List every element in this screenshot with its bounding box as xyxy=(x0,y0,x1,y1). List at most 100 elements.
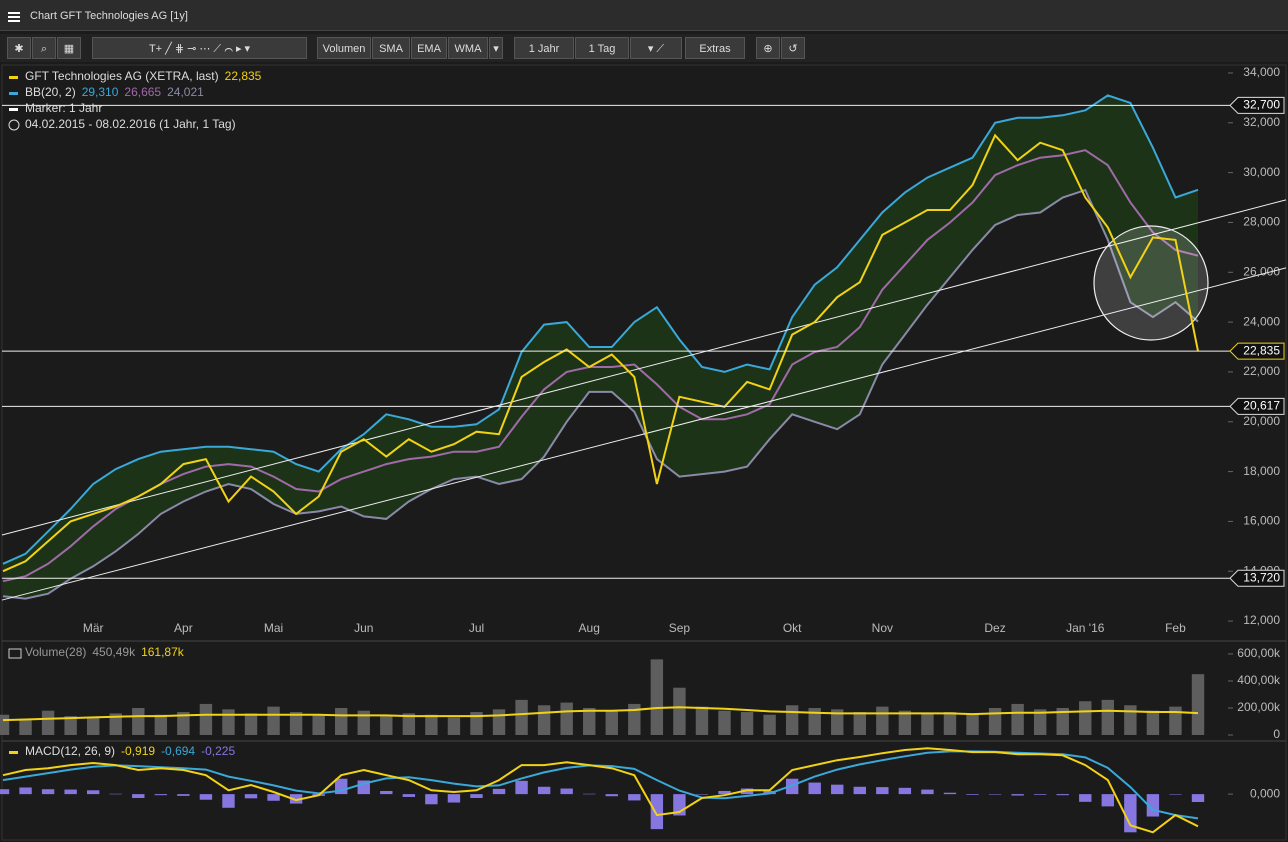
bar xyxy=(785,705,799,736)
bar xyxy=(0,789,10,795)
bar xyxy=(921,789,934,795)
settings-button[interactable]: ✱ xyxy=(7,37,31,59)
bar xyxy=(154,794,168,796)
y-tick-label: 20,000 xyxy=(1243,414,1280,428)
toolbar-button[interactable]: 1 Tag xyxy=(575,37,629,59)
bar xyxy=(988,707,1002,736)
bar xyxy=(177,794,190,796)
bar xyxy=(86,790,100,795)
bar xyxy=(943,792,957,795)
y-tick-label: 18,000 xyxy=(1243,464,1280,478)
hline-label: 22,835 xyxy=(1243,343,1280,357)
bar xyxy=(515,699,528,736)
toolbar-button[interactable]: WMA xyxy=(448,37,488,59)
bar xyxy=(718,790,731,795)
x-tick-label: Feb xyxy=(1165,621,1186,635)
bar xyxy=(650,659,664,736)
search-button[interactable]: ⌕ xyxy=(32,37,56,59)
series-line xyxy=(2,188,1199,600)
bar xyxy=(312,714,325,736)
bar xyxy=(64,716,77,736)
bar xyxy=(898,710,912,736)
bar xyxy=(470,712,483,736)
bar xyxy=(335,707,348,736)
bar xyxy=(41,710,55,736)
bar xyxy=(289,712,303,736)
title-bar: Chart GFT Technologies AG [1y] xyxy=(0,0,1288,31)
bar xyxy=(1011,794,1024,796)
legend-entry: GFT Technologies AG (XETRA, last) 22,835 xyxy=(25,69,262,83)
bar xyxy=(1191,794,1205,803)
toolbar-button[interactable]: Extras xyxy=(685,37,745,59)
bar xyxy=(876,706,889,736)
highlight-circle xyxy=(1093,225,1209,341)
bar xyxy=(763,714,776,736)
frame xyxy=(1,64,1287,841)
bar xyxy=(289,794,303,804)
undo-button[interactable]: ↺ xyxy=(781,37,805,59)
bar xyxy=(1101,699,1115,736)
bar xyxy=(132,707,145,736)
y-tick-label: 0 xyxy=(1273,727,1280,741)
bar xyxy=(357,710,370,736)
hline-label-box xyxy=(1229,96,1285,114)
toolbar-button[interactable]: SMA xyxy=(372,37,410,59)
bar xyxy=(583,707,596,736)
y-tick-label: 22,000 xyxy=(1243,364,1280,378)
bar xyxy=(132,794,145,798)
series-line xyxy=(2,747,1199,834)
bar xyxy=(1033,794,1047,795)
legend-name: GFT Technologies AG (XETRA, last) xyxy=(25,69,219,83)
dropdown[interactable]: ▾ xyxy=(489,37,503,59)
legend-value: 24,021 xyxy=(167,85,204,99)
bar xyxy=(492,709,506,736)
bar xyxy=(650,794,664,830)
legend-value: 22,835 xyxy=(225,69,262,83)
bar xyxy=(470,794,483,798)
bar xyxy=(41,789,55,795)
bar xyxy=(853,786,866,795)
x-tick-label: Jan '16 xyxy=(1066,621,1105,635)
toolbar-button[interactable]: EMA xyxy=(411,37,447,59)
y-tick-label: 28,000 xyxy=(1243,215,1280,229)
bar xyxy=(1124,794,1137,833)
y-tick-label: 16,000 xyxy=(1243,514,1280,528)
bar xyxy=(988,794,1002,795)
bar xyxy=(380,716,393,736)
x-tick-label: Okt xyxy=(783,621,802,635)
bar xyxy=(537,705,551,736)
bar xyxy=(808,707,821,736)
toolbar: ✱ ⌕ ▦ T+ ╱ ⋕ ⊸ ⋯ ⟋ ⌒ ▸ ▾ Volumen SMA EMA… xyxy=(0,34,1288,62)
y-tick-label: 0,000 xyxy=(1250,786,1280,800)
legend-swatch xyxy=(9,751,18,754)
hline-label: 20,617 xyxy=(1243,399,1280,413)
bar xyxy=(583,793,596,795)
series-line xyxy=(2,750,1199,820)
bar xyxy=(154,714,168,736)
bar xyxy=(605,710,618,736)
bar xyxy=(244,794,258,799)
menu-icon[interactable] xyxy=(0,0,20,30)
legend-name: Volume(28) xyxy=(25,645,86,659)
bar xyxy=(199,794,213,800)
bar xyxy=(267,706,280,736)
legend-value: -0,919 xyxy=(121,744,155,758)
y-tick-label: 600,00k xyxy=(1237,646,1281,660)
bar xyxy=(898,787,912,795)
bb-band xyxy=(3,95,1198,599)
drawing-tools[interactable]: T+ ╱ ⋕ ⊸ ⋯ ⟋ ⌒ ▸ ▾ xyxy=(92,37,307,59)
zoom-button[interactable]: ⊕ xyxy=(756,37,780,59)
bar xyxy=(740,712,754,736)
chart-type-button[interactable]: ▾ ⟋ xyxy=(630,37,682,59)
bar xyxy=(695,794,709,795)
toolbar-button[interactable]: Volumen xyxy=(317,37,371,59)
bar xyxy=(199,703,213,736)
bar xyxy=(515,780,528,795)
layout-button[interactable]: ▦ xyxy=(57,37,81,59)
toolbar-button[interactable]: 1 Jahr xyxy=(514,37,574,59)
x-tick-label: Sep xyxy=(669,621,691,635)
y-tick-label: 34,000 xyxy=(1243,65,1280,79)
legend-name: MACD(12, 26, 9) xyxy=(25,744,115,758)
